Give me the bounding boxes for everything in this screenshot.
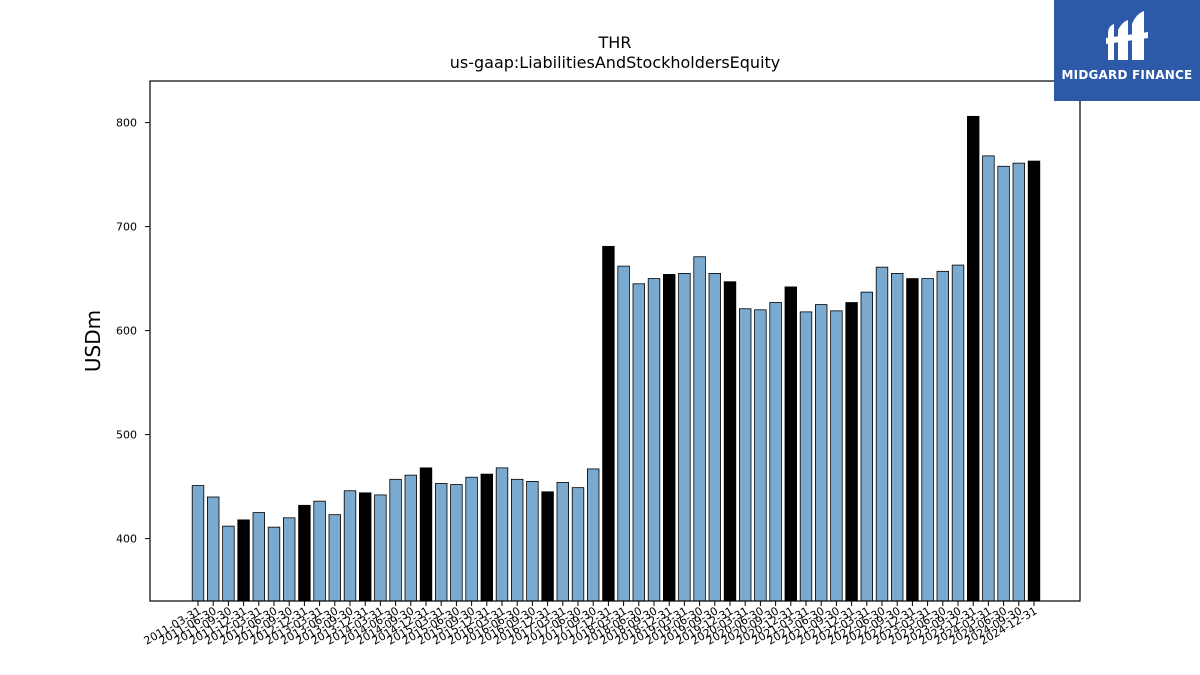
- bar-2022-03-31: [860, 291, 874, 602]
- bar-2022-06-30: [875, 266, 889, 602]
- y-axis: 400 500 600 700 800: [116, 117, 150, 546]
- bar-2020-03-31: [739, 308, 752, 602]
- bar-2023-03-31: [921, 278, 934, 602]
- bar-2016-06-30: [510, 478, 524, 602]
- bar-2014-12-31: [419, 467, 433, 602]
- bar-2015-12-31: [480, 473, 494, 602]
- bars-group: [191, 115, 1041, 602]
- bar-2019-06-30: [693, 256, 706, 602]
- bar-2013-09-30: [343, 490, 357, 602]
- bar-2020-06-30: [754, 309, 767, 602]
- bar-2021-03-31: [799, 311, 813, 602]
- bar-2019-09-30: [708, 272, 722, 602]
- bar-2016-12-31: [541, 491, 554, 602]
- bar-2013-03-31: [313, 500, 326, 602]
- bar-2015-06-30: [450, 484, 463, 602]
- bar-2018-09-30: [647, 278, 661, 602]
- bar-2019-12-31: [723, 281, 737, 602]
- y-axis-label: USDm: [81, 310, 105, 372]
- bar-2011-03-31: [191, 485, 205, 602]
- bar-2018-12-31: [663, 274, 676, 602]
- y-tick-label: 800: [116, 117, 137, 130]
- bar-2016-09-30: [526, 480, 539, 602]
- midgard-logo-icon: [1106, 11, 1148, 60]
- bar-2020-12-31: [784, 286, 798, 602]
- bar-2024-12-31: [1027, 160, 1041, 602]
- bar-2012-12-31: [298, 504, 311, 602]
- bar-2011-12-31: [237, 519, 250, 602]
- bar-2017-06-30: [571, 487, 585, 602]
- bar-2018-06-30: [632, 283, 646, 602]
- bar-2023-06-30: [936, 270, 950, 602]
- bar-2021-09-30: [830, 310, 843, 602]
- bar-2019-03-31: [678, 272, 691, 602]
- bar-2017-09-30: [587, 468, 600, 602]
- bar-2012-03-31: [252, 512, 266, 602]
- bar-2017-12-31: [602, 245, 615, 602]
- logo-text: MIDGARD FINANCE: [1061, 68, 1193, 82]
- y-tick-label: 700: [116, 221, 137, 234]
- chart-title: THR: [598, 33, 632, 52]
- bar-2013-06-30: [328, 514, 342, 602]
- plot-frame: [149, 80, 1081, 602]
- bar-2014-03-31: [374, 494, 387, 602]
- bar-2023-12-31: [967, 115, 980, 602]
- bar-2012-09-30: [282, 517, 296, 602]
- bar-2014-09-30: [404, 474, 418, 602]
- bar-2012-06-30: [267, 526, 281, 602]
- bar-2011-09-30: [222, 525, 235, 602]
- bar-2017-03-31: [556, 482, 570, 602]
- bar-2016-03-31: [495, 467, 509, 602]
- bar-2015-03-31: [434, 483, 448, 602]
- bar-2015-09-30: [465, 476, 478, 602]
- y-tick-label: 500: [116, 429, 137, 442]
- bar-2014-06-30: [389, 478, 402, 602]
- bar-2018-03-31: [617, 265, 630, 602]
- y-tick-label: 400: [116, 533, 137, 546]
- bar-2024-03-31: [982, 155, 995, 602]
- bar-2022-09-30: [891, 272, 904, 602]
- bar-2022-12-31: [906, 278, 919, 602]
- bar-2013-12-31: [358, 492, 372, 602]
- y-tick-label: 600: [116, 325, 137, 338]
- bar-2024-09-30: [1012, 162, 1026, 602]
- bar-2020-09-30: [769, 302, 782, 602]
- chart-subtitle: us-gaap:LiabilitiesAndStockholdersEquity: [450, 53, 781, 72]
- bar-2021-12-31: [845, 302, 858, 602]
- brand-logo: MIDGARD FINANCE: [1054, 0, 1200, 101]
- bar-2024-06-30: [997, 165, 1010, 602]
- bar-2023-09-30: [951, 264, 965, 602]
- bar-2011-06-30: [206, 496, 220, 602]
- bar-2021-06-30: [815, 304, 828, 602]
- x-axis: 2011-03-312011-06-302011-09-302011-12-31…: [142, 601, 1040, 648]
